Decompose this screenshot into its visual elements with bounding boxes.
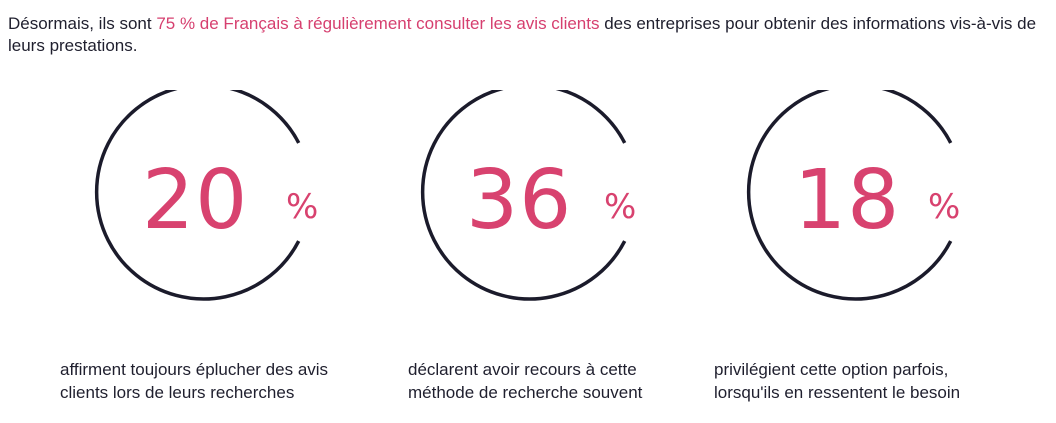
stat-block-2: 36 % déclarent avoir recours à cette mét… bbox=[386, 90, 716, 410]
stat-block-1: 20 % affirment toujours éplucher des avi… bbox=[60, 90, 390, 410]
stat-caption-3: privilégient cette option parfois, lorsq… bbox=[714, 358, 960, 404]
ring-arc-1 bbox=[94, 90, 301, 301]
stat-percent-1: % bbox=[286, 187, 319, 227]
stat-caption-1-line1: affirment toujours éplucher des avis bbox=[60, 360, 329, 379]
stat-number-2: 36 bbox=[466, 153, 573, 248]
stat-caption-1: affirment toujours éplucher des avis cli… bbox=[60, 358, 328, 404]
stat-percent-3: % bbox=[928, 187, 961, 227]
ring-arc-3 bbox=[746, 90, 953, 301]
intro-text-before: Désormais, ils sont bbox=[8, 14, 157, 33]
stat-caption-2: déclarent avoir recours à cette méthode … bbox=[408, 358, 642, 404]
ring-arc-2 bbox=[420, 90, 627, 301]
stat-block-3: 18 % privilégient cette option parfois, … bbox=[712, 90, 1042, 410]
ring-1 bbox=[94, 90, 301, 301]
ring-2 bbox=[420, 90, 627, 301]
ring-3 bbox=[746, 90, 953, 301]
stat-caption-2-line1: déclarent avoir recours à cette bbox=[408, 360, 637, 379]
intro-text-after: des entreprises pour obtenir des informa… bbox=[8, 14, 1037, 55]
stat-number-1: 20 bbox=[142, 153, 249, 248]
stat-percent-2: % bbox=[604, 187, 637, 227]
intro-paragraph: Désormais, ils sont 75 % de Français à r… bbox=[8, 13, 1048, 57]
stat-caption-2-line2: méthode de recherche souvent bbox=[408, 383, 643, 402]
stat-caption-3-line1: privilégient cette option parfois, bbox=[714, 360, 949, 379]
intro-highlight: 75 % de Français à régulièrement consult… bbox=[156, 14, 600, 33]
stat-caption-1-line2: clients lors de leurs recherches bbox=[60, 383, 295, 402]
stat-caption-3-line2: lorsqu'ils en ressentent le besoin bbox=[714, 383, 961, 402]
stat-number-3: 18 bbox=[794, 153, 901, 248]
